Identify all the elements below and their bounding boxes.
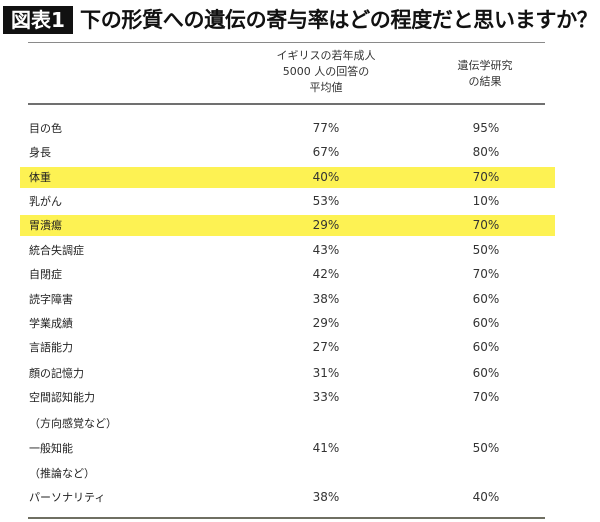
column-header-survey-line-2: 5000 人の回答の — [282, 65, 370, 78]
table-row: 一般知能 41% 50% — [20, 438, 555, 459]
trait-label: 一般知能 — [29, 442, 73, 455]
column-header-survey-line-1: イギリスの若年成人 — [276, 49, 376, 62]
trait-label: 自閉症 — [29, 268, 62, 281]
trait-label: 言語能力 — [29, 341, 73, 354]
table-row: 読字障害 38% 60% — [20, 289, 555, 310]
survey-value: 38% — [312, 292, 340, 306]
research-value: 40% — [472, 490, 500, 504]
table-row: パーソナリティ 38% 40% — [20, 487, 555, 508]
trait-label: 読字障害 — [29, 293, 73, 306]
trait-label: 身長 — [29, 146, 51, 159]
trait-label: （方向感覚など） — [29, 417, 117, 430]
research-value: 80% — [472, 145, 500, 159]
survey-value: 41% — [312, 441, 340, 455]
trait-label: パーソナリティ — [29, 491, 106, 504]
research-value: 70% — [472, 170, 500, 184]
survey-value: 29% — [312, 218, 340, 232]
survey-value: 31% — [312, 366, 340, 380]
table-row: 胃潰瘍 29% 70% — [20, 215, 555, 236]
survey-value: 38% — [312, 490, 340, 504]
research-value: 60% — [472, 340, 500, 354]
table-row: 体重 40% 70% — [20, 167, 555, 188]
table-row: 統合失調症 43% 50% — [20, 240, 555, 261]
table-row: 学業成績 29% 60% — [20, 313, 555, 334]
research-value: 50% — [472, 243, 500, 257]
table-row: 顔の記憶力 31% 60% — [20, 363, 555, 384]
figure-label: 図表1 — [3, 6, 73, 34]
trait-label: 空間認知能力 — [29, 391, 95, 404]
trait-label: 目の色 — [29, 122, 62, 135]
table-row: （推論など） — [20, 463, 555, 484]
survey-value: 43% — [312, 243, 340, 257]
table-row: 乳がん 53% 10% — [20, 191, 555, 212]
research-value: 95% — [472, 121, 500, 135]
research-value: 50% — [472, 441, 500, 455]
bottom-rule — [28, 517, 545, 519]
survey-value: 67% — [312, 145, 340, 159]
column-header-research: 遺伝学研究 の結果 — [420, 58, 550, 90]
trait-label: （推論など） — [29, 467, 95, 480]
table-row: 空間認知能力 33% 70% — [20, 387, 555, 408]
research-value: 60% — [472, 292, 500, 306]
table-row: 身長 67% 80% — [20, 142, 555, 163]
research-value: 70% — [472, 390, 500, 404]
header-rule — [28, 103, 545, 105]
trait-label: 学業成績 — [29, 317, 73, 330]
survey-value: 27% — [312, 340, 340, 354]
trait-label: 胃潰瘍 — [29, 219, 62, 232]
trait-label: 乳がん — [29, 195, 62, 208]
survey-value: 53% — [312, 194, 340, 208]
chart-title: 下の形質への遺伝の寄与率はどの程度だと思いますか？ — [80, 8, 598, 32]
research-value: 60% — [472, 316, 500, 330]
survey-value: 40% — [312, 170, 340, 184]
table-row: 目の色 77% 95% — [20, 118, 555, 139]
survey-value: 33% — [312, 390, 340, 404]
research-value: 60% — [472, 366, 500, 380]
trait-label: 体重 — [29, 171, 51, 184]
research-value: 70% — [472, 218, 500, 232]
column-header-research-line-1: 遺伝学研究 — [457, 59, 513, 72]
column-header-survey-line-3: 平均値 — [309, 81, 343, 94]
trait-label: 統合失調症 — [29, 244, 84, 257]
research-value: 70% — [472, 267, 500, 281]
table-row: （方向感覚など） — [20, 413, 555, 434]
survey-value: 29% — [312, 316, 340, 330]
column-header-survey: イギリスの若年成人 5000 人の回答の 平均値 — [246, 48, 406, 96]
top-rule — [28, 42, 545, 43]
table-row: 言語能力 27% 60% — [20, 337, 555, 358]
table-row: 自閉症 42% 70% — [20, 264, 555, 285]
survey-value: 77% — [312, 121, 340, 135]
research-value: 10% — [472, 194, 500, 208]
trait-label: 顔の記憶力 — [29, 367, 84, 380]
column-header-research-line-2: の結果 — [468, 75, 502, 88]
survey-value: 42% — [312, 267, 340, 281]
